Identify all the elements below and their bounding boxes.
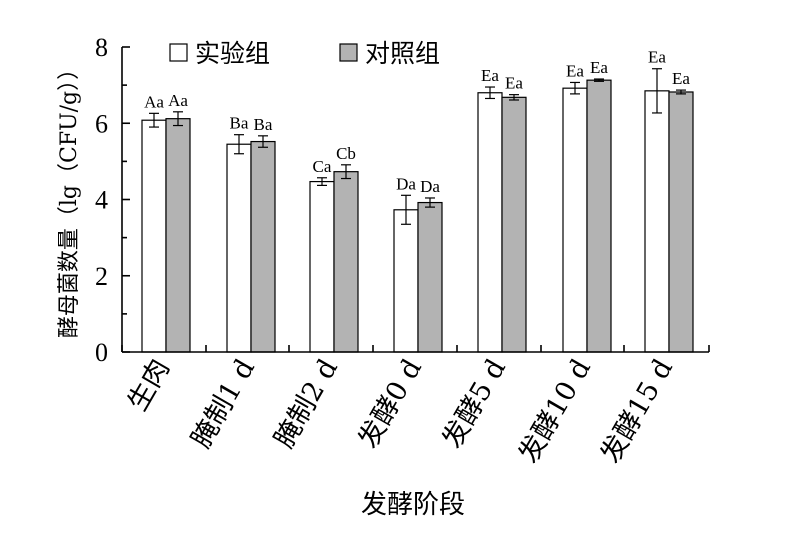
x-tick-label: 发酵5 d [437, 354, 512, 454]
bar-experiment-4 [477, 92, 503, 353]
significance-label: Ea [672, 69, 690, 88]
bar-control-2 [333, 171, 359, 353]
bar-experiment-2 [309, 180, 335, 353]
bar-control-3 [417, 201, 443, 353]
bar-control-1 [250, 140, 276, 353]
bar-experiment-5 [562, 87, 588, 353]
significance-label: Da [420, 177, 440, 196]
x-axis-title: 发酵阶段 [361, 490, 465, 520]
significance-label: Ea [590, 58, 608, 77]
bar-experiment-0 [141, 119, 167, 353]
significance-label: Ea [481, 66, 499, 85]
bars-layer: Aa Ba Ca Da Ea Ea Ea Aa Ba Cb Da Ea Ea Ea [141, 48, 694, 353]
bar-control-0 [165, 118, 191, 353]
x-tick-label: 发酵10 d [513, 354, 597, 468]
x-tick-label: 腌制1 d [186, 354, 261, 454]
significance-label: Da [396, 174, 416, 193]
legend-swatch-control [339, 43, 358, 62]
significance-label: Ea [505, 74, 523, 93]
legend: 实验组 对照组 [169, 39, 440, 68]
x-tick-label: 发酵15 d [595, 354, 679, 468]
bar-experiment-1 [226, 143, 252, 353]
significance-label: Ba [254, 115, 273, 134]
significance-label: Ba [230, 114, 249, 133]
significance-label: Aa [168, 91, 188, 110]
y-tick-label: 2 [95, 262, 108, 291]
x-tick-label: 腌制2 d [269, 354, 344, 454]
legend-label-control: 对照组 [365, 39, 440, 68]
legend-swatch-experiment [169, 43, 188, 62]
significance-label: Cb [336, 144, 356, 163]
significance-label: Ca [313, 157, 332, 176]
significance-label: Ea [648, 48, 666, 67]
bar-experiment-3 [393, 209, 419, 353]
bar-control-4 [501, 96, 527, 353]
significance-label: Ea [566, 61, 584, 80]
x-tick-label: 发酵0 d [353, 354, 428, 454]
bar-control-5 [586, 79, 612, 353]
y-tick-label: 0 [95, 338, 108, 367]
bar-control-6 [668, 91, 694, 353]
bar-experiment-6 [644, 90, 670, 353]
y-tick-label: 8 [95, 33, 108, 62]
y-axis-title: 酵母菌数量（lg（CFU/g）） [57, 58, 82, 338]
significance-label: Aa [144, 92, 164, 111]
y-tick-label: 6 [95, 109, 108, 138]
x-tick-label: 生肉 [122, 354, 176, 416]
legend-label-experiment: 实验组 [195, 39, 270, 68]
y-tick-label: 4 [95, 186, 108, 215]
